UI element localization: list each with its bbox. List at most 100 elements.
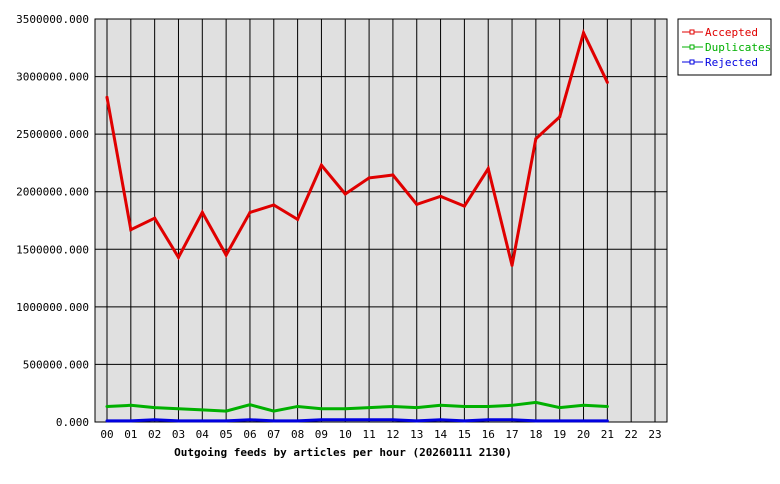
- data-point: [510, 403, 514, 407]
- data-point: [319, 418, 323, 422]
- data-point: [272, 419, 276, 423]
- data-point: [272, 409, 276, 413]
- data-point: [462, 404, 466, 408]
- x-tick-label: 19: [553, 428, 566, 441]
- data-point: [343, 418, 347, 422]
- x-tick-label: 21: [601, 428, 614, 441]
- legend: Accepted Duplicates Rejected: [677, 18, 772, 76]
- x-tick-label: 10: [339, 428, 352, 441]
- x-tick-label: 14: [434, 428, 448, 441]
- data-point: [343, 192, 347, 196]
- x-tick-label: 11: [362, 428, 375, 441]
- data-point: [462, 204, 466, 208]
- x-tick-label: 04: [196, 428, 210, 441]
- x-tick-label: 05: [220, 428, 233, 441]
- data-point: [296, 419, 300, 423]
- data-point: [558, 406, 562, 410]
- data-point: [105, 95, 109, 99]
- data-point: [486, 404, 490, 408]
- series-line-rejected: [107, 418, 608, 423]
- y-tick-label: 3000000.000: [16, 71, 89, 84]
- x-tick-label: 00: [100, 428, 113, 441]
- x-tick-label: 16: [482, 428, 495, 441]
- data-point: [296, 404, 300, 408]
- x-tick-label: 18: [529, 428, 542, 441]
- data-point: [534, 137, 538, 141]
- data-point: [582, 419, 586, 423]
- data-point: [176, 419, 180, 423]
- data-point: [224, 253, 228, 257]
- data-point: [129, 403, 133, 407]
- data-point: [176, 255, 180, 259]
- plot-area: [94, 18, 668, 423]
- legend-label: Duplicates: [705, 41, 771, 54]
- data-point: [439, 418, 443, 422]
- legend-marker: [689, 59, 695, 65]
- data-point: [272, 203, 276, 207]
- legend-label: Accepted: [705, 26, 758, 39]
- data-point: [510, 263, 514, 267]
- x-tick-label: 02: [148, 428, 161, 441]
- data-point: [200, 210, 204, 214]
- data-point: [105, 419, 109, 423]
- x-tick-label: 09: [315, 428, 328, 441]
- data-point: [605, 404, 609, 408]
- x-tick-label: 12: [386, 428, 399, 441]
- x-tick-label: 15: [458, 428, 471, 441]
- data-point: [439, 194, 443, 198]
- data-point: [319, 407, 323, 411]
- data-point: [367, 176, 371, 180]
- data-point: [391, 404, 395, 408]
- data-point: [224, 409, 228, 413]
- data-point: [486, 167, 490, 171]
- data-point: [415, 406, 419, 410]
- data-point: [582, 403, 586, 407]
- data-point: [415, 202, 419, 206]
- data-point: [558, 419, 562, 423]
- y-tick-label: 2500000.000: [16, 128, 89, 141]
- x-tick-label: 07: [267, 428, 280, 441]
- y-tick-label: 1000000.000: [16, 301, 89, 314]
- data-point: [129, 228, 133, 232]
- data-point: [343, 407, 347, 411]
- legend-marker: [689, 44, 695, 50]
- data-point: [534, 400, 538, 404]
- x-tick-label: 17: [505, 428, 518, 441]
- y-tick-label: 0.000: [56, 416, 89, 429]
- data-point: [200, 408, 204, 412]
- data-point: [129, 419, 133, 423]
- x-tick-label: 22: [625, 428, 638, 441]
- data-point: [605, 419, 609, 423]
- series-line-duplicates: [106, 400, 608, 413]
- x-tick-label: 06: [243, 428, 256, 441]
- data-point: [415, 419, 419, 423]
- data-point: [153, 216, 157, 220]
- legend-marker: [689, 29, 695, 35]
- x-tick-label: 23: [648, 428, 661, 441]
- data-point: [367, 406, 371, 410]
- data-point: [558, 115, 562, 119]
- data-point: [248, 403, 252, 407]
- x-tick-label: 03: [172, 428, 185, 441]
- data-point: [296, 217, 300, 221]
- data-point: [439, 403, 443, 407]
- y-tick-label: 1500000.000: [16, 243, 89, 256]
- data-point: [153, 418, 157, 422]
- data-point: [224, 419, 228, 423]
- x-tick-label: 13: [410, 428, 423, 441]
- data-point: [462, 419, 466, 423]
- data-point: [319, 163, 323, 167]
- legend-label: Rejected: [705, 56, 758, 69]
- data-point: [248, 418, 252, 422]
- data-point: [534, 419, 538, 423]
- data-point: [486, 418, 490, 422]
- data-point: [582, 31, 586, 35]
- data-point: [248, 210, 252, 214]
- data-point: [153, 406, 157, 410]
- y-tick-label: 500000.000: [23, 358, 89, 371]
- x-tick-label: 01: [124, 428, 137, 441]
- x-tick-label: 20: [577, 428, 590, 441]
- data-point: [510, 418, 514, 422]
- data-point: [105, 404, 109, 408]
- data-point: [391, 418, 395, 422]
